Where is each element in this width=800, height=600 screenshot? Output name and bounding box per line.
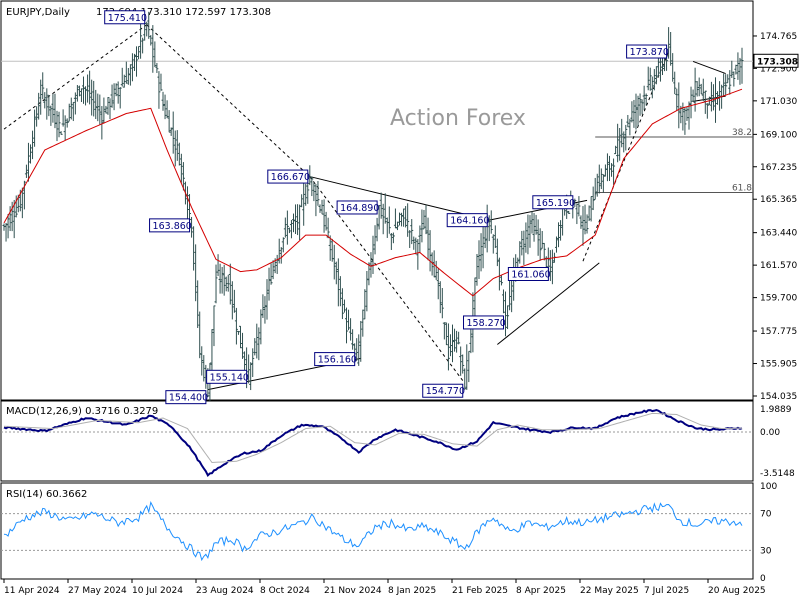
macd-layer: 1.9889 0.00 -3.5148 — [1, 405, 795, 479]
price-bars-layer — [2, 11, 744, 401]
price-tick-label: 165.365 — [760, 195, 797, 205]
price-label: 163.860 — [153, 221, 192, 232]
rsi-tick-label: 0 — [760, 574, 766, 584]
price-label: 155.140 — [210, 372, 249, 383]
price-label: 164.160 — [450, 216, 489, 227]
macd-tick-label: -3.5148 — [760, 469, 795, 479]
moving-average-layer — [3, 88, 743, 297]
moving-average-line — [3, 88, 743, 297]
price-label: 156.160 — [318, 355, 357, 366]
rsi-tick-label: 30 — [760, 546, 772, 556]
x-tick-label: 8 Jan 2025 — [388, 586, 436, 596]
price-tick-label: 167.235 — [760, 163, 797, 173]
x-tick-label: 7 Jul 2025 — [644, 586, 689, 596]
trendline — [146, 24, 311, 177]
price-label: 175.410 — [108, 13, 147, 24]
price-label-box — [104, 10, 146, 25]
x-axis: 11 Apr 2024 27 May 2024 10 Jul 2024 23 Aug … — [3, 579, 766, 596]
price-label: 158.270 — [467, 318, 506, 329]
price-label: 165.190 — [536, 198, 575, 209]
price-label-box — [165, 390, 207, 405]
watermark: Action Forex — [390, 106, 526, 131]
symbol-title: EURJPY,Daily — [6, 7, 70, 18]
x-tick-label: 21 Feb 2025 — [452, 586, 508, 596]
price-label-box — [463, 315, 505, 330]
current-price-box — [753, 53, 799, 68]
trendline — [692, 60, 726, 75]
macd-line — [3, 408, 743, 477]
macd-signal-line — [3, 412, 743, 463]
x-tick-label: 27 May 2024 — [68, 586, 127, 596]
x-tick-label: 20 Aug 2025 — [708, 586, 766, 596]
rsi-tick-label: 100 — [760, 482, 777, 492]
price-tick-label: 171.030 — [760, 97, 797, 107]
trendline — [309, 176, 466, 384]
rsi-line — [3, 500, 743, 562]
current-price-label: 173.308 — [757, 57, 798, 67]
ohlc-readout: 172.694 173.310 172.597 173.308 — [96, 7, 271, 18]
price-tick-label: 174.765 — [760, 32, 797, 42]
price-label-box — [626, 44, 668, 59]
price-tick-label: 163.440 — [760, 229, 797, 239]
price-tick-label: 157.775 — [760, 327, 797, 337]
price-label-box — [314, 352, 356, 367]
x-tick-label: 8 Apr 2025 — [516, 586, 566, 596]
price-label-box — [149, 218, 191, 233]
price-axis: 174.765 172.900 171.030 169.100 167.235 165.3… — [1, 32, 799, 402]
rsi-layer: 100 70 30 0 — [1, 482, 777, 584]
rsi-tick-label: 70 — [760, 510, 772, 520]
price-label: 164.890 — [340, 203, 379, 214]
price-tick-label: 154.035 — [760, 392, 797, 402]
macd-tick-label: 1.9889 — [760, 405, 792, 415]
trendline — [309, 176, 490, 221]
x-tick-label: 21 Nov 2024 — [324, 586, 382, 596]
price-label-box — [336, 200, 378, 215]
rsi-panel-frame — [0, 482, 754, 580]
x-tick-label: 11 Apr 2024 — [4, 586, 60, 596]
x-tick-label: 23 Aug 2024 — [196, 586, 254, 596]
price-tick-label: 159.700 — [760, 294, 797, 304]
price-label: 161.060 — [511, 269, 550, 280]
price-label-box — [206, 369, 248, 384]
price-label: 154.400 — [169, 393, 208, 404]
x-tick-label: 8 Oct 2024 — [260, 586, 310, 596]
macd-tick-label: 0.00 — [760, 428, 780, 438]
fibonacci-label: 61.8 — [732, 184, 752, 194]
price-label-box — [507, 266, 549, 281]
price-label-box — [446, 213, 488, 228]
price-label: 166.670 — [271, 172, 310, 183]
x-tick-label: 22 May 2025 — [580, 586, 639, 596]
price-label: 154.770 — [426, 386, 465, 397]
price-panel-frame — [0, 0, 754, 401]
price-tick-label: 172.900 — [760, 64, 797, 74]
trendline — [497, 262, 600, 345]
price-tick-label: 161.570 — [760, 261, 797, 271]
price-label-box — [267, 169, 309, 184]
rsi-title: RSI(14) 60.3662 — [6, 489, 87, 500]
price-tick-label: 169.100 — [760, 130, 797, 140]
fibonacci-label: 38.2 — [732, 128, 752, 138]
price-label: 173.870 — [630, 47, 669, 58]
macd-panel-frame — [0, 400, 754, 482]
macd-title: MACD(12,26,9) 0.3716 0.3279 — [6, 406, 158, 417]
price-label-box — [422, 383, 464, 398]
price-tick-label: 155.905 — [760, 360, 797, 370]
x-tick-label: 10 Jul 2024 — [132, 586, 183, 596]
price-label-box — [532, 195, 574, 210]
